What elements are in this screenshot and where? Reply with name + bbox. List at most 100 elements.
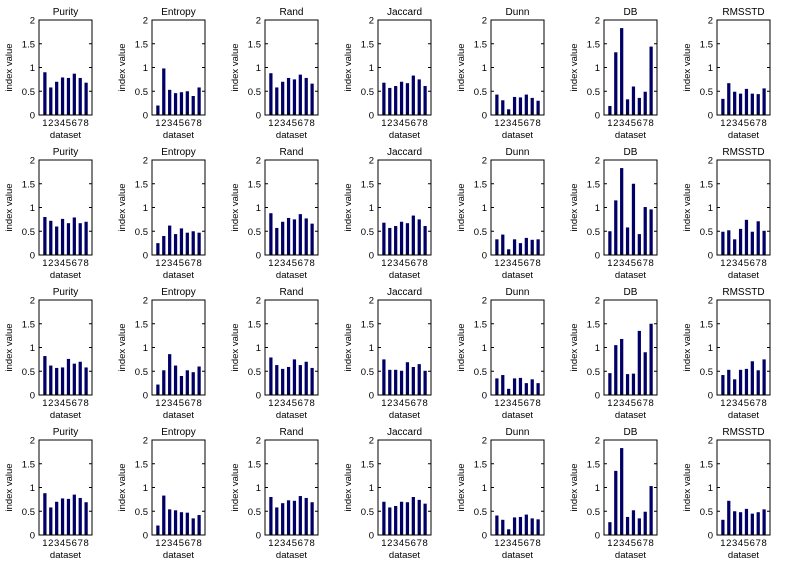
bar: [269, 357, 273, 395]
plot-frame: [38, 299, 93, 396]
x-tick-label: 3: [619, 398, 624, 409]
x-axis-label: dataset: [728, 550, 760, 561]
bar: [275, 365, 279, 395]
x-axis-label: dataset: [389, 270, 421, 281]
y-tick-label: 0: [256, 251, 261, 262]
x-tick-label: 1: [494, 118, 499, 129]
bar: [72, 217, 76, 255]
bar: [269, 213, 273, 255]
y-tick-label: 0: [30, 111, 35, 122]
x-tick-label: 3: [732, 538, 737, 549]
subplot-title: DB: [624, 7, 638, 18]
subplot-title: Purity: [53, 427, 79, 438]
bar: [518, 97, 523, 115]
bar: [411, 366, 415, 395]
plot-frame: [264, 299, 319, 396]
y-tick-label: 2: [143, 16, 148, 27]
x-tick-label: 1: [268, 398, 273, 409]
y-tick-label: 0.5: [700, 87, 713, 98]
x-tick-label: 8: [761, 258, 766, 269]
bar: [631, 510, 636, 535]
bar: [162, 495, 166, 535]
x-tick-label: 5: [744, 538, 749, 549]
bar: [173, 510, 178, 535]
bar: [292, 79, 297, 116]
bar: [649, 209, 653, 255]
y-axis-label: index value: [682, 463, 693, 511]
x-tick-label: 2: [613, 118, 618, 129]
x-tick-label: 2: [500, 538, 505, 549]
bar: [55, 226, 59, 255]
y-tick-label: 0: [30, 531, 35, 542]
bar: [60, 218, 65, 255]
bar: [614, 52, 618, 115]
bar: [643, 91, 647, 115]
bar: [625, 227, 630, 255]
bar: [292, 359, 297, 396]
x-tick-label: 6: [72, 538, 77, 549]
bar: [637, 234, 641, 255]
bar: [756, 512, 760, 535]
bar: [536, 100, 540, 115]
plot-frame: [603, 299, 658, 396]
bar: [620, 168, 624, 255]
x-tick-label: 4: [512, 118, 517, 129]
bar: [43, 72, 47, 115]
x-tick-label: 2: [274, 538, 279, 549]
bar: [501, 234, 505, 255]
x-tick-label: 5: [292, 258, 297, 269]
y-tick-label: 0.5: [700, 507, 713, 518]
bar: [750, 513, 754, 536]
y-tick-label: 0: [708, 251, 713, 262]
x-tick-label: 4: [738, 118, 743, 129]
bar: [631, 183, 636, 255]
y-tick-label: 0.5: [587, 507, 600, 518]
x-tick-label: 4: [173, 258, 178, 269]
x-tick-label: 3: [280, 398, 285, 409]
x-tick-label: 8: [196, 398, 201, 409]
y-tick-label: 1: [482, 483, 487, 494]
bar: [84, 502, 88, 535]
bar: [66, 77, 71, 115]
x-tick-label: 3: [167, 118, 172, 129]
x-tick-label: 2: [726, 398, 731, 409]
y-tick-label: 1.5: [474, 319, 487, 330]
y-tick-label: 2: [30, 296, 35, 307]
bar: [394, 506, 398, 535]
x-tick-label: 8: [309, 258, 314, 269]
bar: [394, 226, 398, 255]
x-tick-label: 7: [304, 538, 309, 549]
x-tick-label: 2: [387, 118, 392, 129]
x-tick-label: 8: [83, 398, 88, 409]
subplot-title: Jaccard: [387, 427, 422, 438]
y-tick-label: 1.5: [474, 39, 487, 50]
y-tick-label: 1.5: [248, 319, 261, 330]
bar: [524, 94, 528, 115]
y-tick-label: 0: [369, 251, 374, 262]
x-tick-label: 2: [48, 398, 53, 409]
x-tick-label: 2: [161, 398, 166, 409]
x-tick-label: 7: [191, 398, 196, 409]
y-tick-label: 1: [369, 483, 374, 494]
y-tick-label: 1: [369, 343, 374, 354]
bar: [495, 515, 499, 535]
x-tick-label: 6: [411, 538, 416, 549]
x-tick-label: 2: [613, 538, 618, 549]
x-tick-label: 2: [726, 258, 731, 269]
bar: [411, 75, 415, 115]
bar: [762, 88, 766, 115]
y-axis-label: index value: [682, 323, 693, 371]
bar: [298, 214, 302, 255]
x-tick-label: 5: [744, 398, 749, 409]
y-tick-label: 2: [708, 16, 713, 27]
y-tick-label: 1: [708, 343, 713, 354]
bar: [733, 379, 737, 395]
y-tick-label: 2: [369, 156, 374, 167]
x-tick-label: 2: [726, 538, 731, 549]
y-tick-label: 1.5: [22, 459, 35, 470]
